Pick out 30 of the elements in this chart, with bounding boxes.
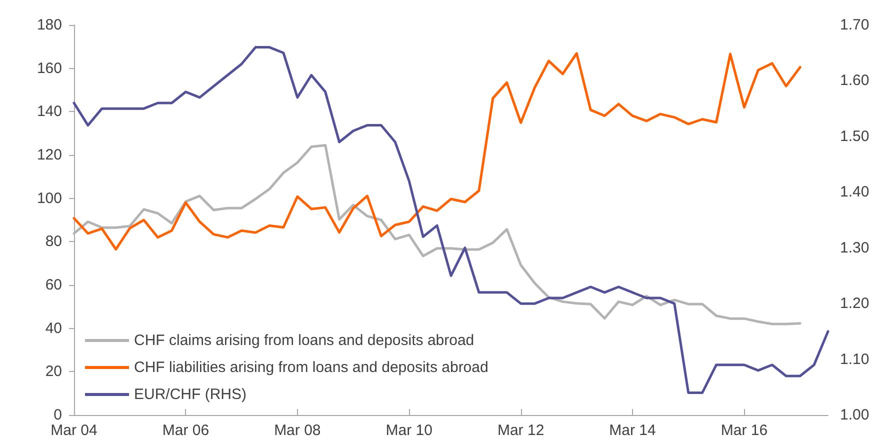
x-tick-label: Mar 12 xyxy=(497,422,544,439)
y-tick-label: 20 xyxy=(45,363,62,380)
x-tick-label: Mar 10 xyxy=(386,422,432,439)
y-tick-label: 40 xyxy=(45,320,62,337)
y-tick-label: 80 xyxy=(45,233,62,250)
y-tick-label: 120 xyxy=(36,146,62,164)
y2-tick-label: 1.30 xyxy=(840,239,870,256)
legend-label: EUR/CHF (RHS) xyxy=(134,386,246,403)
y2-tick-label: 1.40 xyxy=(840,184,870,201)
x-tick-label: Mar 04 xyxy=(50,422,98,439)
x-tick-label: Mar 16 xyxy=(720,422,768,439)
line-series xyxy=(72,52,802,250)
y-tick-label: 160 xyxy=(36,60,62,77)
y2-tick-label: 1.50 xyxy=(840,128,870,145)
y2-tick-label: 1.70 xyxy=(840,16,870,34)
line-series xyxy=(72,144,802,326)
y2-tick-label: 1.00 xyxy=(840,406,870,424)
y-tick-label: 180 xyxy=(36,16,62,34)
x-tick-label: Mar 08 xyxy=(274,422,321,439)
x-tick-label: Mar 14 xyxy=(609,422,656,439)
legend-label: CHF liabilities arising from loans and deposits abroad xyxy=(134,359,488,376)
y-tick-label: 60 xyxy=(45,276,62,294)
y2-tick-label: 1.20 xyxy=(840,295,870,312)
y2-tick-label: 1.60 xyxy=(840,72,870,90)
y-tick-label: 100 xyxy=(36,190,62,207)
legend-label: CHF claims arising from loans and deposits abroad xyxy=(134,332,474,349)
y2-tick-label: 1.10 xyxy=(840,350,870,368)
y-tick-label: 140 xyxy=(36,103,62,120)
y-tick-label: 0 xyxy=(54,406,62,424)
x-tick-label: Mar 06 xyxy=(162,422,210,439)
